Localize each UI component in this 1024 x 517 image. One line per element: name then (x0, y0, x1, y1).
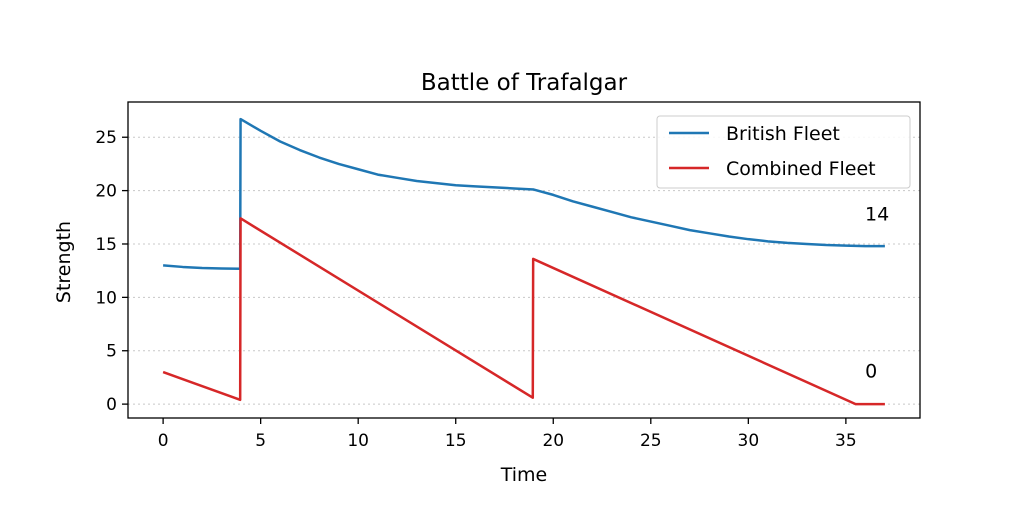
legend-label-2: Combined Fleet (726, 158, 876, 180)
legend: British Fleet Combined Fleet (656, 115, 911, 189)
x-tick-label: 15 (445, 431, 467, 451)
x-tick-label: 5 (255, 431, 266, 451)
x-axis-label: Time (500, 464, 548, 486)
y-tick-label: 20 (95, 182, 117, 202)
y-tick-label: 10 (95, 288, 117, 308)
y-tick-label: 5 (106, 342, 117, 362)
y-tick-label: 15 (95, 235, 117, 255)
legend-label-1: British Fleet (726, 123, 840, 145)
annotation-layer: 14 0 (865, 204, 889, 383)
y-tick-label: 0 (106, 395, 117, 415)
x-tick-label: 30 (738, 431, 760, 451)
plot-frame (127, 101, 921, 419)
tick-layer: 0 5 10 15 20 25 0 5 10 15 20 25 30 35 (95, 128, 856, 451)
chart-title: Battle of Trafalgar (421, 70, 628, 96)
y-tick-label: 25 (95, 128, 117, 148)
annotation-label: 14 (865, 204, 889, 226)
legend-box (656, 115, 911, 189)
x-tick-label: 10 (347, 431, 369, 451)
x-tick-label: 35 (835, 431, 857, 451)
x-tick-label: 20 (542, 431, 564, 451)
series-layer (162, 117, 885, 406)
series-line-1 (163, 117, 885, 270)
y-axis-label: Strength (53, 221, 75, 303)
x-tick-label: 25 (640, 431, 662, 451)
series-line-2 (162, 217, 885, 406)
x-tick-label: 0 (158, 431, 169, 451)
annotation-label: 0 (865, 360, 877, 382)
